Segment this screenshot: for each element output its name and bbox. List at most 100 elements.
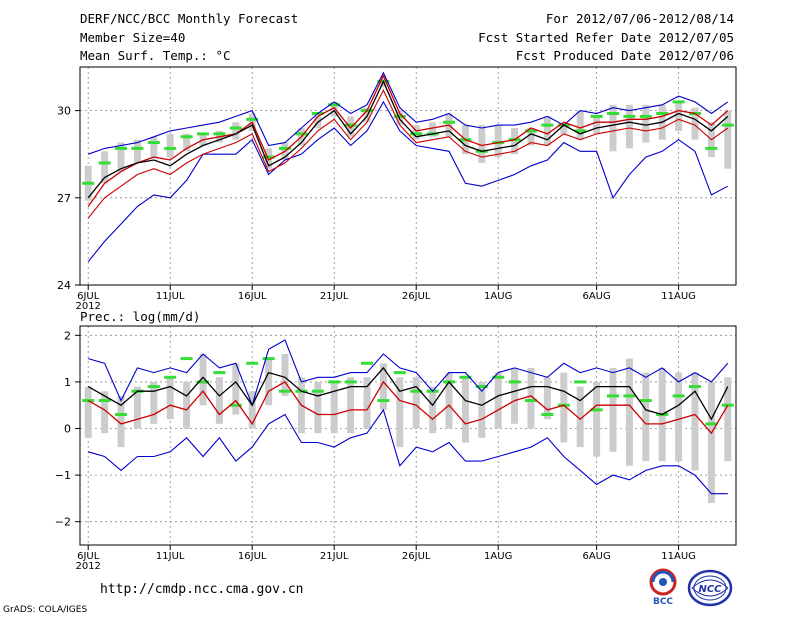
fcst-started-date: Fcst Started Refer Date 2012/07/05: [478, 30, 734, 45]
temperature-ensemble-marker: [328, 103, 341, 107]
ncc-logo-text: NCC: [698, 584, 722, 595]
precipitation-spread-box: [478, 381, 486, 438]
precipitation-ensemble-marker: [344, 380, 357, 384]
precipitation-ensemble-marker: [328, 380, 341, 384]
temperature-spread-box: [429, 122, 437, 137]
precipitation-spread-box: [183, 381, 191, 429]
temperature-y-tick-label: 24: [57, 279, 71, 292]
temperature-ensemble-marker: [98, 161, 111, 165]
source-url[interactable]: http://cmdp.ncc.cma.gov.cn: [100, 582, 304, 597]
precipitation-spread-box: [101, 391, 109, 434]
temperature-ensemble-marker: [705, 146, 718, 150]
precipitation-ensemble-marker: [262, 357, 275, 361]
precipitation-ensemble-marker: [311, 389, 324, 393]
temperature-x-tick-label: 6AUG: [582, 291, 610, 302]
precipitation-ensemble-marker: [393, 371, 406, 375]
temperature-x-tick-label: 16JUL: [238, 291, 267, 302]
precipitation-ensemble-marker: [147, 385, 160, 389]
precipitation-spread-box: [675, 372, 683, 462]
precipitation-min-line: [88, 408, 728, 495]
temperature-spread-box: [543, 116, 551, 146]
temperature-ensemble-marker: [525, 129, 537, 133]
precipitation-spread-box: [232, 363, 240, 415]
precipitation-spread-box: [265, 358, 273, 406]
precipitation-spread-box: [133, 386, 141, 429]
temperature-panel: 24 27 30 6JUL 11JUL 16JUL 21JUL 26JUL 1AUG 6AUG 11…: [57, 66, 737, 312]
precipitation-x-tick-label: 11JUL: [156, 551, 185, 562]
precipitation-ensemble-marker: [279, 389, 291, 393]
precipitation-x-tick-label: 1AUG: [484, 551, 512, 562]
temperature-ensemble-marker: [410, 132, 423, 136]
temperature-ensemble-marker: [443, 120, 455, 124]
temperature-ensemble-marker: [197, 132, 209, 136]
precipitation-spread-box: [412, 377, 420, 429]
precipitation-ensemble-marker: [492, 375, 505, 379]
chart-title: DERF/NCC/BCC Monthly Forecast: [80, 11, 299, 26]
precipitation-ensemble-marker: [705, 422, 718, 426]
precipitation-ensemble-marker: [672, 394, 685, 398]
precipitation-ensemble-marker: [541, 413, 554, 417]
temperature-y-tick-label: 30: [57, 105, 71, 118]
temperature-min-line: [87, 100, 729, 263]
temperature-spread-box: [642, 104, 650, 143]
precipitation-ensemble-marker: [574, 380, 587, 384]
precipitation-ensemble-marker: [213, 371, 226, 375]
temperature-ensemble-marker: [541, 123, 554, 127]
precipitation-x-tick-label: 26JUL: [402, 551, 431, 562]
precipitation-y-tick-label: −1: [55, 469, 71, 482]
temperature-spread-box: [183, 133, 191, 152]
precipitation-spread-box: [461, 377, 469, 443]
precipitation-year-label: 2012: [75, 561, 100, 572]
forecast-period: For 2012/07/06-2012/08/14: [545, 11, 734, 26]
precipitation-spread-box: [166, 377, 174, 420]
temperature-ensemble-marker: [131, 146, 144, 150]
precipitation-y-tick-label: 1: [64, 376, 71, 389]
temperature-spread-box: [133, 139, 141, 163]
precipitation-spread-box: [593, 381, 601, 457]
temperature-frame: [79, 66, 737, 286]
precipitation-ensemble-marker: [197, 380, 209, 384]
temperature-ensemble-marker: [229, 126, 242, 130]
temperature-ensemble-marker: [590, 114, 603, 118]
precipitation-spread-box: [511, 367, 519, 424]
temperature-ensemble-marker: [147, 141, 160, 145]
temperature-x-tick-label: 26JUL: [402, 291, 431, 302]
precipitation-mean-line: [87, 366, 729, 421]
temperature-max-line: [88, 71, 729, 155]
temperature-spread-box: [330, 101, 338, 117]
precipitation-spread-box: [642, 372, 650, 462]
precipitation-ensemble-marker: [82, 399, 95, 403]
temperature-spread-box: [724, 110, 732, 169]
precipitation-y-tick-label: 2: [64, 329, 71, 342]
precipitation-spread-box: [543, 377, 551, 420]
temperature-spread-box: [593, 116, 601, 134]
temperature-ensemble-marker: [607, 112, 619, 116]
temperature-ensemble-marker: [393, 114, 406, 118]
precipitation-x-tick-label: 16JUL: [238, 551, 267, 562]
temperature-ensemble-marker: [639, 114, 652, 118]
bcc-logo-icon: BCC: [649, 568, 677, 607]
ncc-logo-icon: NCC: [687, 569, 733, 607]
precipitation-spread-box: [330, 381, 338, 434]
precipitation-spread-box: [363, 377, 371, 429]
precipitation-ensemble-marker: [229, 403, 242, 407]
temperature-spread-box: [478, 125, 486, 163]
variable-label: Mean Surf. Temp.: °C: [80, 48, 231, 63]
precipitation-ensemble-marker: [639, 399, 652, 403]
temperature-ensemble-marker: [672, 100, 685, 104]
temperature-mean-line: [87, 79, 729, 199]
precipitation-spread-box: [429, 386, 437, 434]
temperature-ensemble-marker: [295, 132, 308, 136]
precipitation-spread-box: [625, 358, 633, 466]
temperature-x-tick-label: 6JUL: [77, 291, 100, 302]
precipitation-spread-box: [150, 381, 158, 424]
temperature-spread-box: [117, 142, 125, 172]
precipitation-spread-box: [281, 353, 289, 396]
precipitation-spread-box: [707, 381, 715, 504]
temperature-spread-box: [576, 110, 584, 140]
temperature-spread-box: [675, 101, 683, 131]
precipitation-ensemble-marker: [475, 385, 488, 389]
precipitation-spread-box: [724, 377, 732, 462]
temperature-spread-box: [232, 122, 240, 140]
